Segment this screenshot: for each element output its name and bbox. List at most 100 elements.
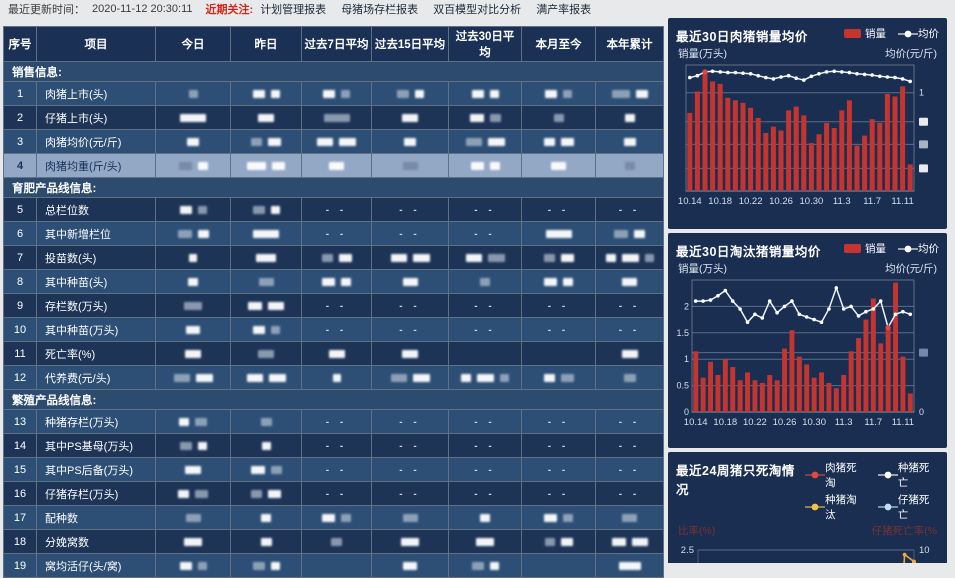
metric-label: 其中种苗(头): [36, 269, 156, 294]
redacted-value: [268, 137, 281, 146]
metric-cell: - -: [371, 317, 449, 342]
legend-item-种猪淘汰[interactable]: 种猪淘汰: [805, 492, 866, 522]
redacted-dash: - -: [547, 488, 570, 500]
redacted-value: [270, 325, 280, 334]
legend-item-仔猪死亡[interactable]: 仔猪死亡: [878, 492, 939, 522]
metric-row-3[interactable]: 3 肉猪均价(元/斤): [3, 129, 664, 154]
svg-text:10.30: 10.30: [800, 196, 824, 207]
redacted-value: [329, 161, 344, 170]
metric-cell: - -: [448, 457, 522, 482]
redacted-dash: - -: [547, 324, 570, 336]
redacted-value: [195, 417, 207, 426]
metric-row-6[interactable]: 6 其中新增栏位 - - - - - -: [3, 221, 664, 246]
metric-row-19[interactable]: 19 窝均活仔(头/窝): [3, 553, 664, 578]
metric-row-16[interactable]: 16 仔猪存栏(万头) - - - - - - - - - -: [3, 481, 664, 506]
redacted-dash: - -: [474, 228, 496, 240]
metric-cell: [155, 245, 231, 270]
metric-label: 分娩窝数: [36, 529, 156, 554]
legend-item-均价[interactable]: 均价: [898, 26, 939, 41]
redacted-value: [489, 89, 499, 98]
legend-label: 种猪死亡: [897, 462, 930, 489]
metric-row-1[interactable]: 1 肉猪上市(头): [3, 81, 664, 106]
redacted-value: [480, 277, 490, 286]
chart-title-pig-sales: 最近30日肉猪销量均价: [676, 30, 808, 44]
redacted-dash: - -: [399, 228, 421, 240]
metric-cell: [155, 269, 231, 294]
metric-row-17[interactable]: 17 配种数: [3, 505, 664, 530]
metric-row-10[interactable]: 10 其中种苗(万头) - - - - - - - - - -: [3, 317, 664, 342]
metric-cell: [448, 365, 522, 390]
metric-label: 配种数: [36, 505, 156, 530]
metric-cell: [301, 245, 372, 270]
metric-cell: [595, 553, 664, 578]
legend-item-销量[interactable]: 销量: [844, 26, 886, 41]
metric-row-18[interactable]: 18 分娩窝数: [3, 529, 664, 554]
redacted-dash: - -: [474, 440, 496, 452]
metric-row-11[interactable]: 11 死亡率(%): [3, 341, 664, 366]
redacted-value: [605, 253, 616, 262]
metric-row-13[interactable]: 13 种猪存栏(万头) - - - - - - - - - -: [3, 409, 664, 434]
redacted-value: [560, 253, 574, 262]
legend-item-种猪死亡[interactable]: 种猪死亡: [878, 460, 939, 490]
legend-item-均价[interactable]: 均价: [898, 241, 939, 256]
section-row: 育肥产品线信息:: [3, 177, 664, 198]
redacted-value: [402, 113, 418, 122]
redacted-dash: - -: [618, 324, 641, 336]
metric-row-12[interactable]: 12 代养费(元/头): [3, 365, 664, 390]
bar-swatch-icon: [844, 244, 861, 253]
redacted-value: [178, 489, 189, 498]
col-header-0: 序号: [3, 26, 37, 62]
metric-row-15[interactable]: 15 其中PS后备(万头) - - - - - - - - - -: [3, 457, 664, 482]
redacted-value: [470, 161, 484, 170]
redacted-value: [341, 89, 350, 98]
redacted-value: [551, 161, 566, 170]
col-header-2: 今日: [155, 26, 231, 62]
svg-text:11.7: 11.7: [863, 196, 881, 207]
line-marker-icon: [878, 471, 898, 479]
metric-cell: [521, 221, 596, 246]
metric-cell: [155, 197, 231, 222]
redacted-value: [338, 253, 352, 262]
redacted-value: [185, 465, 201, 474]
metric-row-5[interactable]: 5 总栏位数 - - - - - - - - - -: [3, 197, 664, 222]
focus-link-0[interactable]: 计划管理报表: [260, 3, 327, 16]
legend-item-销量[interactable]: 销量: [844, 241, 886, 256]
redacted-value: [268, 373, 286, 382]
redacted-dash: - -: [325, 440, 348, 452]
redacted-value: [251, 137, 262, 146]
metric-cell: - -: [448, 481, 522, 506]
redacted-dash: - -: [325, 324, 348, 336]
redacted-value: [270, 89, 280, 98]
row-number: 15: [3, 457, 37, 482]
redacted-value: [545, 229, 572, 238]
metric-row-4[interactable]: 4 肉猪均重(斤/头): [3, 153, 664, 178]
redacted-value: [489, 113, 501, 122]
redacted-value: [187, 137, 199, 146]
redacted-value: [487, 137, 505, 146]
metric-cell: - -: [371, 221, 449, 246]
redacted-value: [195, 373, 213, 382]
row-number: 9: [3, 293, 37, 318]
redacted-dash: - -: [618, 416, 641, 428]
redacted-value: [258, 113, 274, 122]
row-number: 17: [3, 505, 37, 530]
metric-cell: - -: [301, 433, 372, 458]
metric-row-9[interactable]: 9 存栏数(万头) - - - - - - - - - -: [3, 293, 664, 318]
metric-row-7[interactable]: 7 投苗数(头): [3, 245, 664, 270]
legend-death-cull: 肉猪死淘 种猪死亡种猪淘汰 仔猪死亡: [805, 460, 939, 522]
redacted-value: [461, 373, 471, 382]
redacted-dash: - -: [618, 464, 641, 476]
legend-item-肉猪死淘[interactable]: 肉猪死淘: [805, 460, 866, 490]
metric-row-14[interactable]: 14 其中PS基母(万头) - - - - - - - - - -: [3, 433, 664, 458]
focus-link-1[interactable]: 母猪场存栏报表: [341, 3, 419, 16]
metric-cell: - -: [301, 293, 372, 318]
metric-cell: [595, 365, 664, 390]
metric-row-2[interactable]: 2 仔猪上市(头): [3, 105, 664, 130]
redacted-value: [553, 113, 564, 122]
focus-link-3[interactable]: 满产率报表: [536, 3, 592, 16]
focus-link-2[interactable]: 双百模型对比分析: [433, 3, 522, 16]
redacted-value: [197, 229, 209, 238]
metric-row-8[interactable]: 8 其中种苗(头): [3, 269, 664, 294]
redacted-value: [544, 537, 555, 546]
metric-cell: - -: [448, 433, 522, 458]
